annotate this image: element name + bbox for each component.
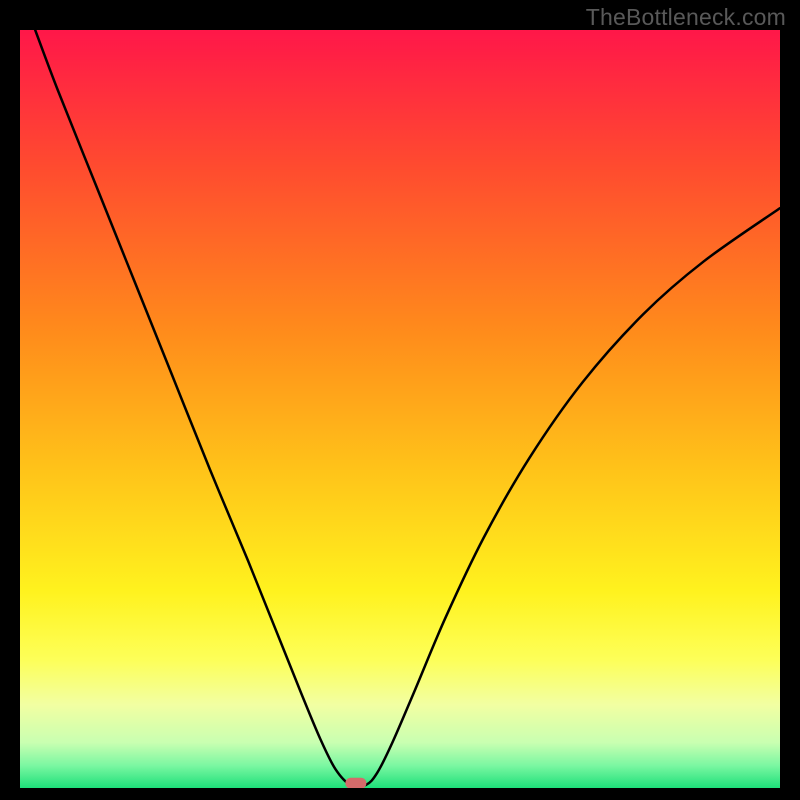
chart-frame: TheBottleneck.com [0,0,800,800]
plot-area [20,30,780,788]
watermark-text: TheBottleneck.com [586,4,786,31]
optimum-marker [345,778,366,788]
bottleneck-curve [20,30,780,788]
curve-path [35,30,780,787]
